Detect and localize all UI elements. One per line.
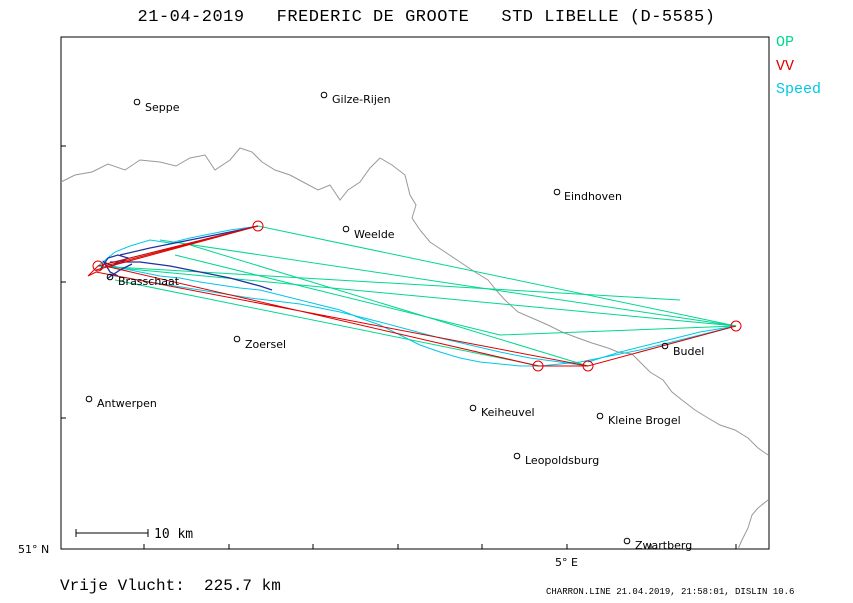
- city-marker-zwartberg: [623, 537, 631, 545]
- city-marker-budel: [661, 342, 669, 350]
- legend-speed: Speed: [776, 81, 822, 98]
- turnpoint-marker: [252, 220, 264, 232]
- city-marker-seppe: [133, 98, 141, 106]
- turnpoint-marker: [532, 360, 544, 372]
- city-marker-keiheuvel: [469, 404, 477, 412]
- vv-route: [87, 225, 737, 367]
- city-label-leopoldsburg: Leopoldsburg: [525, 454, 599, 467]
- city-marker-leopoldsburg: [513, 452, 521, 460]
- city-marker-antwerpen: [85, 395, 93, 403]
- city-label-zwartberg: Zwartberg: [635, 539, 692, 552]
- scale-bar: [75, 529, 149, 537]
- city-marker-eindhoven: [553, 188, 561, 196]
- city-label-keiheuvel: Keiheuvel: [481, 406, 535, 419]
- legend-op: OP: [776, 34, 795, 51]
- country-border-south: [737, 499, 769, 550]
- software-stamp: CHARRON.LINE 21.04.2019, 21:58:01, DISLI…: [546, 587, 795, 597]
- turnpoints: [92, 220, 742, 372]
- city-label-budel: Budel: [673, 345, 704, 358]
- city-marker-kleine-brogel: [596, 412, 604, 420]
- city-marker-gilze-rijen: [320, 91, 328, 99]
- lon-label: 5° E: [555, 556, 578, 569]
- city-label-eindhoven: Eindhoven: [564, 190, 622, 203]
- city-label-antwerpen: Antwerpen: [97, 397, 157, 410]
- city-marker-weelde: [342, 225, 350, 233]
- city-label-kleine-brogel: Kleine Brogel: [608, 414, 681, 427]
- turnpoint-marker: [92, 260, 104, 272]
- city-label-weelde: Weelde: [354, 228, 395, 241]
- turnpoint-marker: [582, 360, 594, 372]
- free-flight-distance: Vrije Vlucht: 225.7 km: [60, 577, 281, 595]
- city-label-gilze-rijen: Gilze-Rijen: [332, 93, 391, 106]
- city-label-brasschaat: Brasschaat: [118, 275, 180, 288]
- legend-vv: VV: [776, 58, 795, 75]
- city-markers: Seppe Gilze-Rijen Eindhoven Weelde Brass…: [85, 91, 704, 552]
- city-label-seppe: Seppe: [145, 101, 180, 114]
- axis-ticks: [61, 145, 737, 550]
- city-label-zoersel: Zoersel: [245, 338, 286, 351]
- op-route: [97, 225, 737, 367]
- scale-bar-label: 10 km: [154, 527, 193, 542]
- flight-track: [97, 225, 737, 367]
- map-frame: [60, 36, 770, 550]
- country-border: [60, 147, 769, 456]
- turnpoint-marker: [730, 320, 742, 332]
- city-marker-zoersel: [233, 335, 241, 343]
- map-title: 21-04-2019 FREDERIC DE GROOTE STD LIBELL…: [137, 8, 716, 27]
- lat-label: 51° N: [18, 543, 49, 556]
- city-marker-brasschaat: [106, 273, 114, 281]
